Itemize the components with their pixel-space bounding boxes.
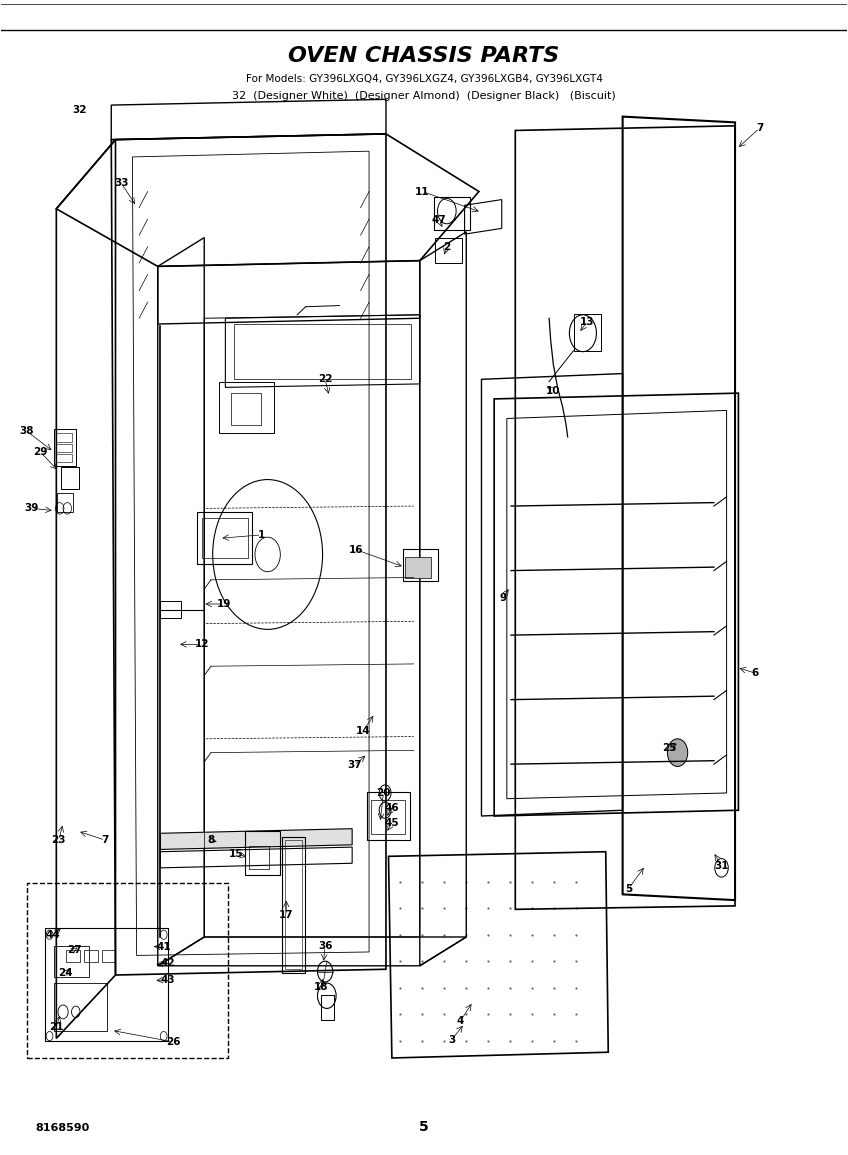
Text: OVEN CHASSIS PARTS: OVEN CHASSIS PARTS <box>288 45 560 66</box>
Text: 6: 6 <box>751 668 759 678</box>
Text: 7: 7 <box>102 835 109 845</box>
Text: 31: 31 <box>714 860 728 871</box>
Text: 8168590: 8168590 <box>36 1123 89 1133</box>
Text: 20: 20 <box>377 788 391 798</box>
Text: 25: 25 <box>662 743 677 753</box>
Bar <box>202 517 248 558</box>
Bar <box>371 800 404 834</box>
Text: 5: 5 <box>419 1119 429 1133</box>
Bar <box>102 949 115 962</box>
Text: 45: 45 <box>385 818 399 828</box>
Text: 22: 22 <box>318 374 332 385</box>
Text: 13: 13 <box>580 316 594 327</box>
Text: 18: 18 <box>314 982 328 991</box>
Bar <box>45 927 168 1041</box>
Text: 33: 33 <box>114 178 129 188</box>
Text: 9: 9 <box>499 594 506 603</box>
Text: 14: 14 <box>356 725 371 736</box>
Bar <box>232 393 261 425</box>
Text: 3: 3 <box>449 1035 455 1044</box>
Text: 12: 12 <box>195 640 209 649</box>
Text: 29: 29 <box>33 447 47 457</box>
Text: 17: 17 <box>279 910 293 921</box>
Text: 44: 44 <box>46 930 60 940</box>
Circle shape <box>667 739 688 767</box>
Text: 38: 38 <box>20 426 34 437</box>
Bar <box>84 949 98 962</box>
Bar <box>405 557 431 578</box>
Text: 46: 46 <box>385 803 399 813</box>
Text: 32  (Designer White)  (Designer Almond)  (Designer Black)   (Biscuit): 32 (Designer White) (Designer Almond) (D… <box>232 91 616 100</box>
Bar <box>403 549 438 581</box>
Bar <box>245 830 281 874</box>
Text: 23: 23 <box>52 835 66 845</box>
Bar <box>198 512 253 564</box>
Bar <box>61 467 79 489</box>
Text: 16: 16 <box>349 545 364 554</box>
Text: 8: 8 <box>208 835 215 845</box>
Bar <box>53 983 107 1031</box>
Text: 10: 10 <box>546 386 561 396</box>
Bar <box>282 836 304 973</box>
Bar <box>56 433 72 441</box>
Text: 27: 27 <box>67 945 81 955</box>
Text: 41: 41 <box>156 942 171 953</box>
Bar <box>366 792 410 840</box>
Text: 47: 47 <box>432 215 447 225</box>
Text: 36: 36 <box>318 941 332 952</box>
Bar <box>234 325 411 379</box>
Text: 5: 5 <box>625 884 632 894</box>
Polygon shape <box>160 828 352 849</box>
Bar <box>160 601 181 618</box>
Text: 2: 2 <box>444 241 450 252</box>
Text: 21: 21 <box>49 1022 64 1031</box>
Bar <box>56 454 72 462</box>
Bar <box>53 946 89 977</box>
Bar <box>220 381 275 433</box>
Bar <box>285 840 302 969</box>
Bar <box>573 314 600 350</box>
Text: 42: 42 <box>160 959 176 969</box>
Bar <box>435 238 462 263</box>
Text: 43: 43 <box>160 975 176 984</box>
Bar <box>321 994 333 1020</box>
Text: 15: 15 <box>229 849 243 859</box>
Text: 24: 24 <box>59 968 73 978</box>
Bar <box>53 429 75 465</box>
Text: 19: 19 <box>216 599 231 609</box>
Text: 11: 11 <box>415 186 430 196</box>
Text: 39: 39 <box>25 504 39 513</box>
Bar <box>57 493 73 512</box>
Bar <box>56 444 72 452</box>
Text: 4: 4 <box>457 1016 464 1026</box>
Text: 37: 37 <box>348 760 362 770</box>
Text: 26: 26 <box>165 1037 181 1046</box>
Text: For Models: GY396LXGQ4, GY396LXGZ4, GY396LXGB4, GY396LXGT4: For Models: GY396LXGQ4, GY396LXGZ4, GY39… <box>246 74 602 83</box>
Bar <box>66 949 80 962</box>
Text: 1: 1 <box>258 530 265 539</box>
Text: 7: 7 <box>756 124 763 133</box>
Bar <box>434 198 470 230</box>
Text: 32: 32 <box>73 105 87 114</box>
Bar <box>249 845 270 869</box>
